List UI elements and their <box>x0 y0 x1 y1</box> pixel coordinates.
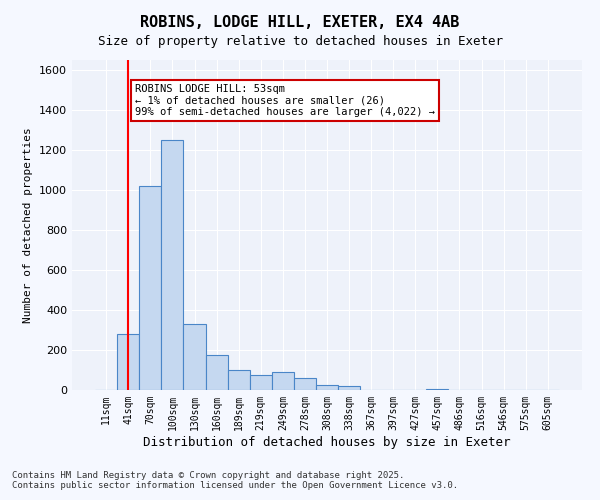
Bar <box>161 140 184 390</box>
Bar <box>139 186 161 390</box>
Bar <box>184 324 206 390</box>
Text: Size of property relative to detached houses in Exeter: Size of property relative to detached ho… <box>97 35 503 48</box>
Y-axis label: Number of detached properties: Number of detached properties <box>23 127 34 323</box>
Bar <box>427 389 448 390</box>
Bar <box>117 334 139 390</box>
Bar <box>250 375 272 390</box>
Bar <box>227 370 250 390</box>
Bar <box>206 355 227 390</box>
X-axis label: Distribution of detached houses by size in Exeter: Distribution of detached houses by size … <box>143 436 511 448</box>
Bar <box>294 378 316 390</box>
Bar <box>338 386 360 390</box>
Bar <box>272 372 294 390</box>
Text: Contains HM Land Registry data © Crown copyright and database right 2025.
Contai: Contains HM Land Registry data © Crown c… <box>12 470 458 490</box>
Text: ROBINS LODGE HILL: 53sqm
← 1% of detached houses are smaller (26)
99% of semi-de: ROBINS LODGE HILL: 53sqm ← 1% of detache… <box>135 84 435 117</box>
Bar <box>316 385 338 390</box>
Text: ROBINS, LODGE HILL, EXETER, EX4 4AB: ROBINS, LODGE HILL, EXETER, EX4 4AB <box>140 15 460 30</box>
